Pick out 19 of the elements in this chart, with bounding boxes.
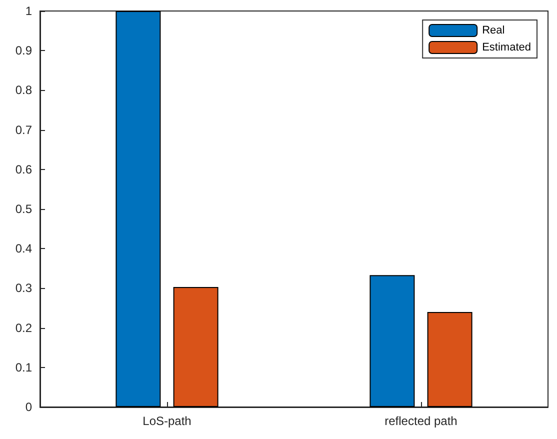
y-tick-label: 1 [25, 4, 32, 18]
y-tick-label: 0.6 [15, 162, 32, 176]
y-tick-label: 0.4 [15, 242, 32, 256]
y-tick-label: 0.5 [15, 202, 32, 216]
x-tick-label: LoS-path [142, 414, 192, 428]
x-tick-label: reflected path [384, 414, 458, 428]
bar [116, 11, 161, 407]
y-tick-label: 0.1 [15, 360, 32, 374]
bar [427, 312, 472, 407]
y-tick-label: 0.9 [15, 44, 32, 58]
legend-label: Real [482, 24, 505, 36]
y-tick-label: 0.8 [15, 83, 32, 98]
bar [370, 275, 415, 407]
y-tick-label: 0.2 [15, 320, 32, 335]
y-tick-label: 0.7 [15, 122, 32, 137]
legend-label: Estimated [482, 42, 532, 54]
y-tick-label: 0 [25, 400, 32, 414]
y-tick-label: 0.3 [15, 281, 32, 296]
bar [173, 287, 218, 407]
